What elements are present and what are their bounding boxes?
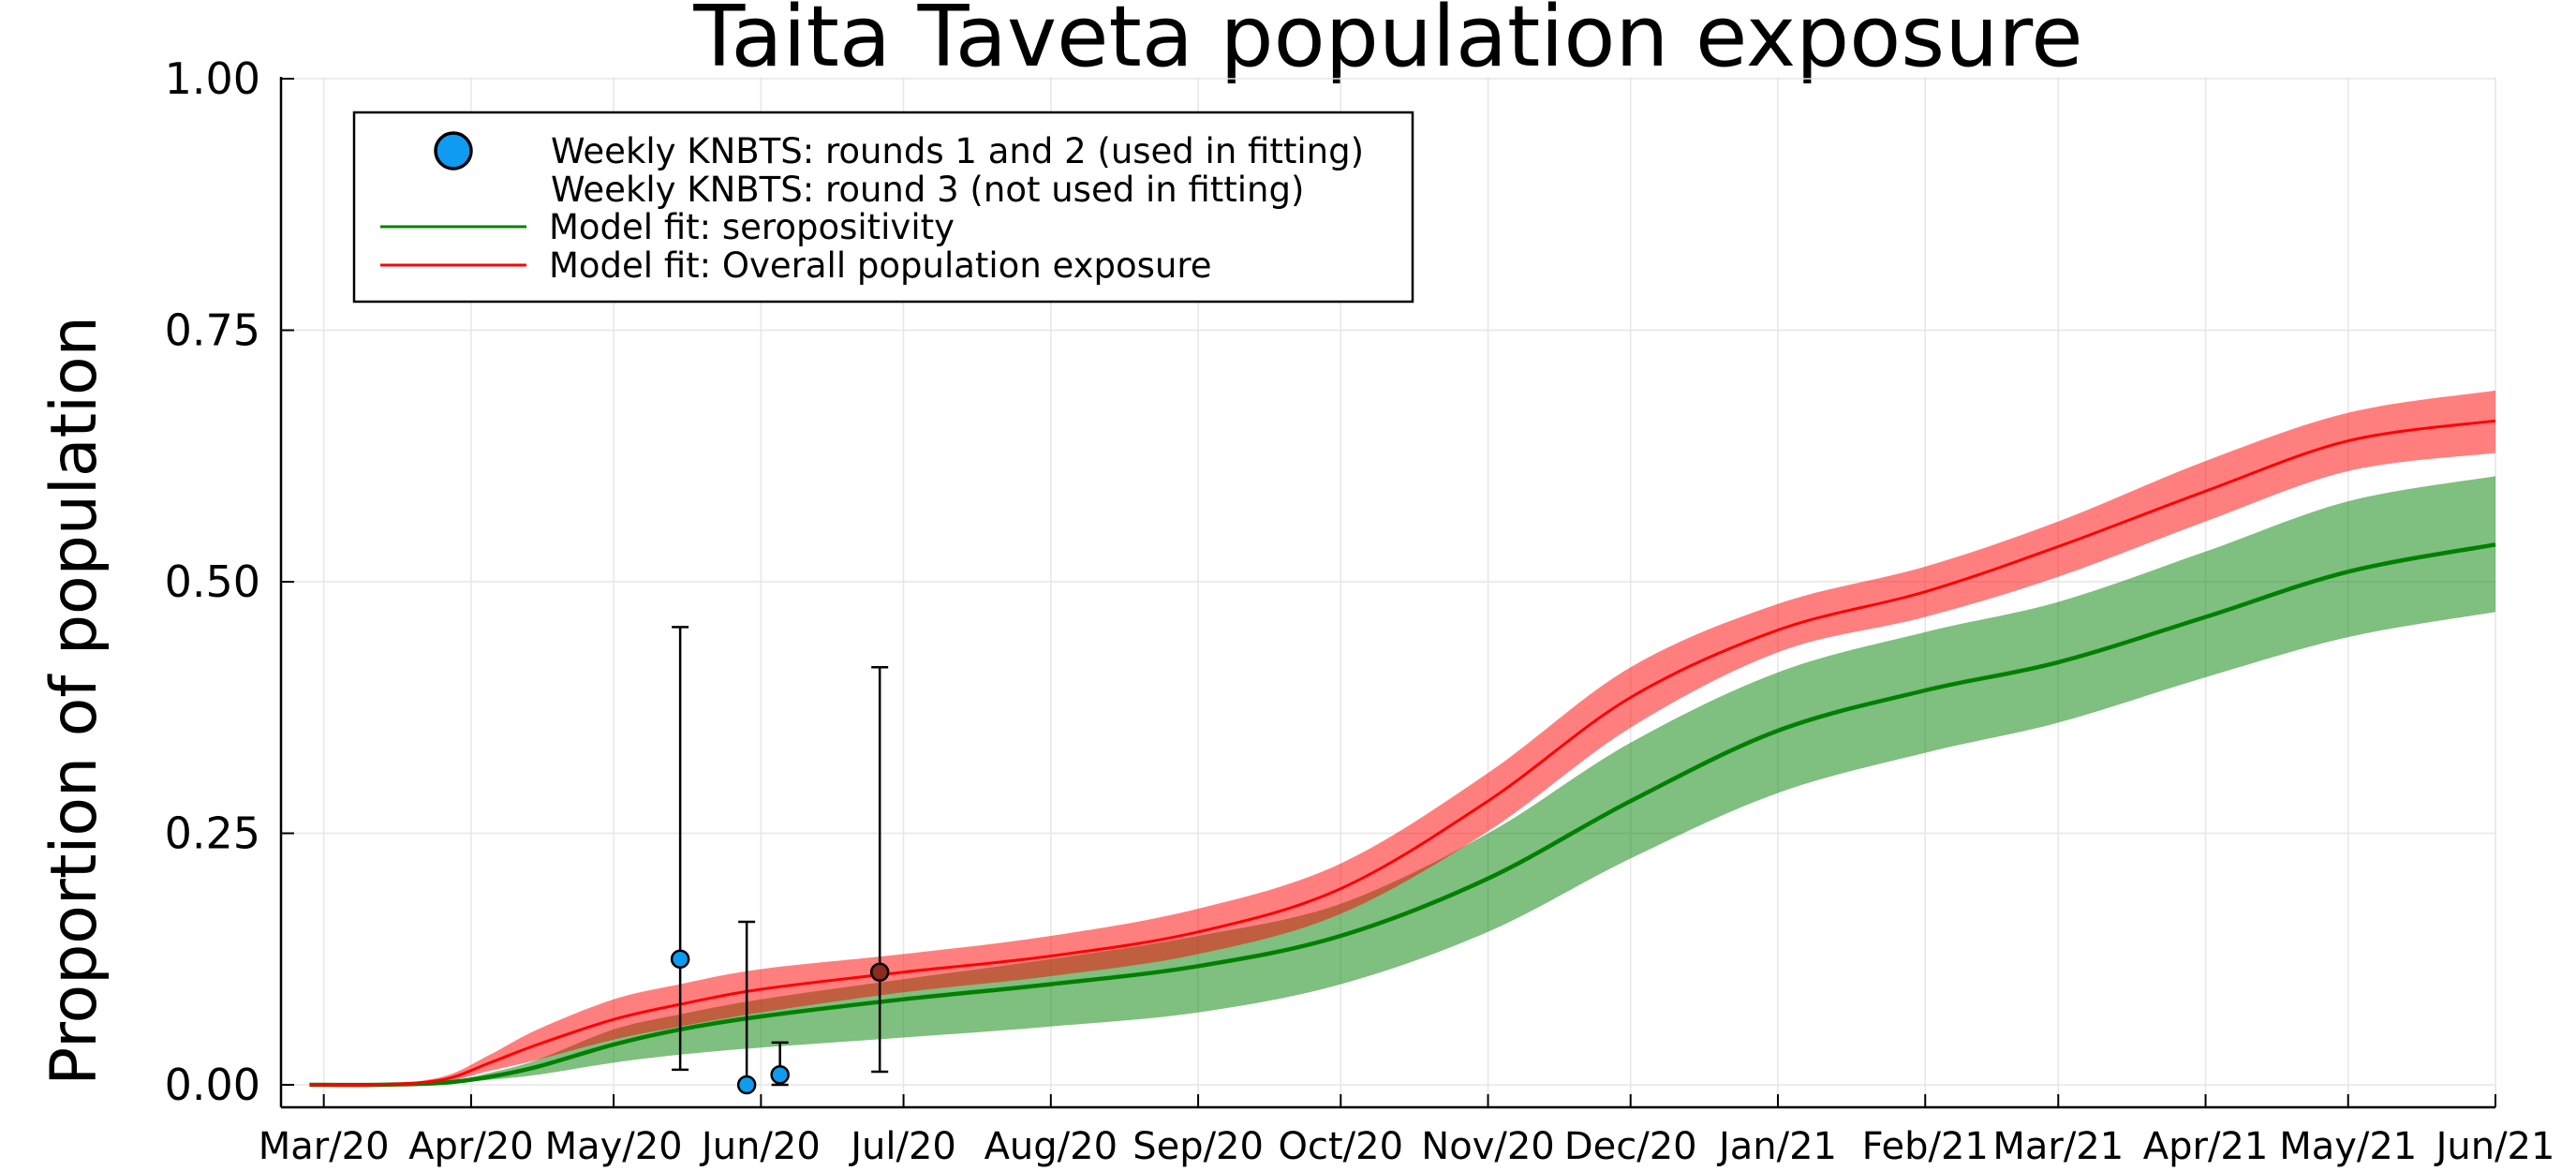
x-tick-label: Aug/20 (985, 1125, 1118, 1168)
y-tick-label: 0.75 (165, 305, 260, 356)
chart-title: Taita Taveta population exposure (692, 0, 2082, 86)
x-tick-label: Dec/20 (1564, 1125, 1697, 1168)
legend-label: Weekly KNBTS: round 3 (not used in fitti… (551, 170, 1304, 210)
x-tick-label: Apr/21 (2143, 1125, 2269, 1168)
data-point (869, 962, 890, 982)
y-axis-label: Proportion of population (37, 316, 111, 1085)
error-bars (672, 626, 889, 1087)
x-tick-label: Sep/20 (1133, 1125, 1264, 1168)
legend-entry-seropositivity: Model fit: seropositivity (380, 207, 955, 247)
x-axis-ticks: Mar/20 Apr/20 May/20 Jun/20 Jul/20 Aug/20 Sep/… (259, 1094, 2555, 1168)
x-tick-label: Apr/20 (408, 1125, 534, 1168)
data-points (670, 949, 890, 1095)
y-tick-label: 0.50 (165, 556, 260, 607)
legend-box (352, 111, 1414, 304)
data-point (670, 949, 690, 969)
legend-entry-rounds-1-2: Weekly KNBTS: rounds 1 and 2 (used in fi… (434, 131, 1364, 171)
data-point (736, 1075, 757, 1095)
y-tick-label: 1.00 (165, 53, 260, 104)
x-tick-label: Oct/20 (1278, 1125, 1403, 1168)
legend-label: Model fit: Overall population exposure (549, 245, 1212, 286)
x-tick-label: Jun/21 (2434, 1125, 2555, 1168)
legend-label: Weekly KNBTS: rounds 1 and 2 (used in fi… (551, 131, 1364, 171)
x-tick-label: Nov/20 (1421, 1125, 1554, 1168)
y-axis-ticks: 0.00 0.25 0.50 0.75 1.00 (165, 53, 294, 1110)
y-tick-label: 0.00 (165, 1060, 260, 1110)
y-tick-label: 0.25 (165, 808, 260, 859)
uncertainty-bands (309, 390, 2496, 1086)
x-tick-label: Mar/20 (259, 1125, 390, 1168)
legend-label: Model fit: seropositivity (549, 207, 955, 247)
data-point (770, 1065, 790, 1085)
x-tick-label: Feb/21 (1862, 1125, 1989, 1168)
x-tick-label: Mar/21 (1992, 1125, 2124, 1168)
uncertainty-band (309, 476, 2496, 1086)
model-line (309, 542, 2496, 1088)
legend-marker-blue-circle (434, 131, 473, 170)
model-line (309, 419, 2496, 1087)
model-lines (309, 419, 2496, 1088)
x-tick-label: Jan/21 (1716, 1125, 1837, 1168)
x-tick-label: May/21 (2279, 1125, 2417, 1168)
uncertainty-band (309, 390, 2496, 1086)
legend-entry-exposure: Model fit: Overall population exposure (380, 245, 1212, 286)
x-tick-label: Jul/20 (848, 1125, 956, 1168)
x-tick-label: May/20 (545, 1125, 683, 1168)
legend-entry-round-3: Weekly KNBTS: round 3 (not used in fitti… (551, 170, 1304, 210)
legend: Weekly KNBTS: rounds 1 and 2 (used in fi… (352, 111, 1414, 304)
x-tick-label: Jun/20 (699, 1125, 821, 1168)
axes (279, 77, 2495, 1109)
